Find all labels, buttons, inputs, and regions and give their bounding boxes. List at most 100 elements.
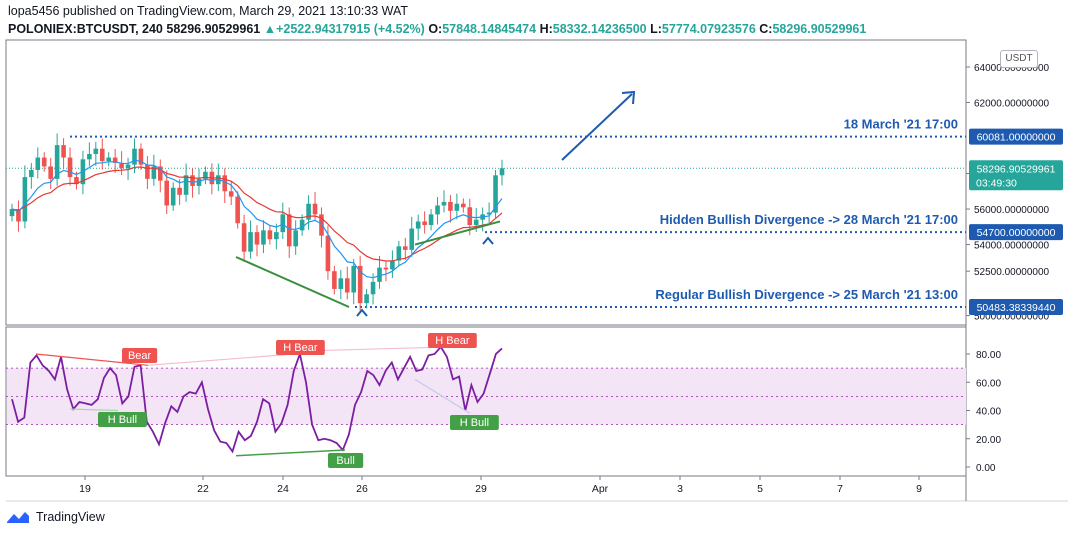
countdown-label: 03:49:30 — [976, 177, 1017, 189]
candle-body — [222, 175, 228, 192]
rsi-label-hbear-2: H Bear — [435, 335, 470, 347]
rsi-tick-label: 20.00 — [976, 435, 1001, 446]
rsi-label-bear-bg — [122, 348, 158, 363]
candle-body — [125, 164, 131, 169]
candle-body — [54, 145, 60, 179]
candle-body — [383, 267, 389, 270]
candle-body — [286, 214, 292, 247]
rsi-tick-label: 40.00 — [976, 407, 1001, 418]
candle-body — [41, 157, 47, 167]
candle-body — [235, 196, 240, 224]
projection-arrow-line — [561, 93, 633, 161]
candle-body — [486, 212, 492, 215]
time-tick-label: 3 — [677, 483, 683, 495]
time-tick-label: 9 — [916, 483, 922, 495]
hidden-divergence-price-label-box — [969, 224, 1063, 241]
candle-body — [493, 175, 498, 213]
candle-body — [138, 148, 144, 165]
candle-body — [390, 260, 395, 270]
high-value: 58332.14236500 — [552, 22, 647, 36]
candle-body — [48, 166, 53, 179]
rsi-hbull-line-2 — [414, 378, 471, 414]
candle-body — [402, 246, 408, 250]
rsi-label-hbull-1-bg — [98, 412, 147, 427]
candle-body — [267, 230, 273, 240]
candle-body — [467, 207, 473, 226]
candle-body — [67, 157, 73, 178]
candle-body — [61, 145, 66, 158]
current-price-label: 58296.90529961 — [977, 163, 1056, 175]
candle-body — [461, 203, 466, 208]
rsi-label-hbull-1: H Bull — [108, 414, 137, 426]
candle-body — [151, 166, 157, 179]
candle-body — [99, 148, 105, 162]
time-tick-label: 24 — [277, 483, 289, 495]
candle-body — [93, 148, 99, 155]
candle-body — [203, 171, 208, 179]
rsi-label-hbull-2: H Bull — [460, 417, 489, 429]
candle-body — [473, 219, 479, 226]
candle-body — [344, 278, 350, 293]
tradingview-logo-icon — [7, 512, 29, 523]
candle-body — [29, 169, 34, 178]
candle-body — [177, 187, 182, 195]
price-tick-label: 62000.00000000 — [974, 99, 1050, 110]
candle-body — [106, 157, 112, 162]
hidden-divergence-price-label: 54700.00000000 — [977, 227, 1056, 239]
candles — [9, 133, 505, 312]
ema-fast-line — [11, 159, 503, 279]
currency-badge[interactable]: USDT — [1000, 50, 1038, 68]
price-change: +2522.94317915 (+4.52%) — [276, 22, 425, 36]
rsi-hbear-line-1 — [147, 353, 296, 366]
candle-body — [435, 205, 440, 215]
time-tick-label: Apr — [592, 483, 609, 495]
time-tick-label: 7 — [837, 483, 843, 495]
candle-body — [312, 203, 318, 215]
publisher-line: lopa5456 published on TradingView.com, M… — [8, 4, 409, 18]
candle-body — [338, 278, 344, 289]
candle-body — [164, 180, 170, 206]
candle-body — [325, 235, 331, 272]
candle-body — [157, 166, 163, 181]
rsi-tick-label: 0.00 — [976, 463, 996, 474]
brand-name: TradingView — [36, 510, 105, 524]
resistance-annotation: 18 March '21 17:00 — [844, 117, 958, 132]
candle-body — [499, 168, 505, 176]
rsi-label-bull: Bull — [336, 455, 354, 467]
candle-body — [183, 175, 189, 195]
time-tick-label: 19 — [79, 483, 91, 495]
symbol-ohlc-line: POLONIEX:BTCUSDT, 240 58296.90529961 ▲+2… — [8, 22, 866, 36]
ema-slow-line — [11, 166, 503, 262]
candle-body — [87, 154, 92, 160]
price-tick-label: 54000.00000000 — [974, 241, 1050, 252]
candle-body — [409, 228, 415, 250]
projection-arrow-head-icon — [621, 90, 636, 105]
rsi-label-hbull-2-bg — [450, 415, 499, 430]
rsi-bear-line — [35, 353, 149, 366]
current-price-box — [969, 160, 1063, 191]
resistance-price-label: 60081.00000000 — [977, 132, 1056, 144]
candle-body — [428, 214, 434, 226]
rsi-label-hbear-2-bg — [428, 333, 477, 348]
price-pane-border — [5, 39, 967, 326]
hidden-divergence-caret-icon — [482, 236, 494, 245]
rsi-tick-label: 80.00 — [976, 350, 1001, 361]
footer-brand[interactable]: TradingView — [6, 510, 105, 524]
candle-body — [241, 223, 247, 252]
candle-body — [396, 246, 402, 261]
price-lower-low-trendline — [235, 256, 350, 308]
regular-divergence-price-label: 50483.38339440 — [977, 302, 1056, 314]
candle-body — [448, 201, 453, 211]
price-tick-label: 50000.00000000 — [974, 312, 1050, 323]
high-label: H: — [539, 22, 553, 36]
candle-body — [261, 230, 266, 245]
candle-body — [74, 177, 79, 185]
candle-body — [170, 187, 176, 206]
rsi-tick-label: 60.00 — [976, 378, 1001, 389]
rsi-hbull-line-1 — [69, 408, 119, 412]
regular-divergence-price-label-box — [969, 298, 1063, 315]
candle-body — [364, 294, 369, 304]
close-label: C: — [759, 22, 773, 36]
candle-body — [454, 203, 460, 211]
